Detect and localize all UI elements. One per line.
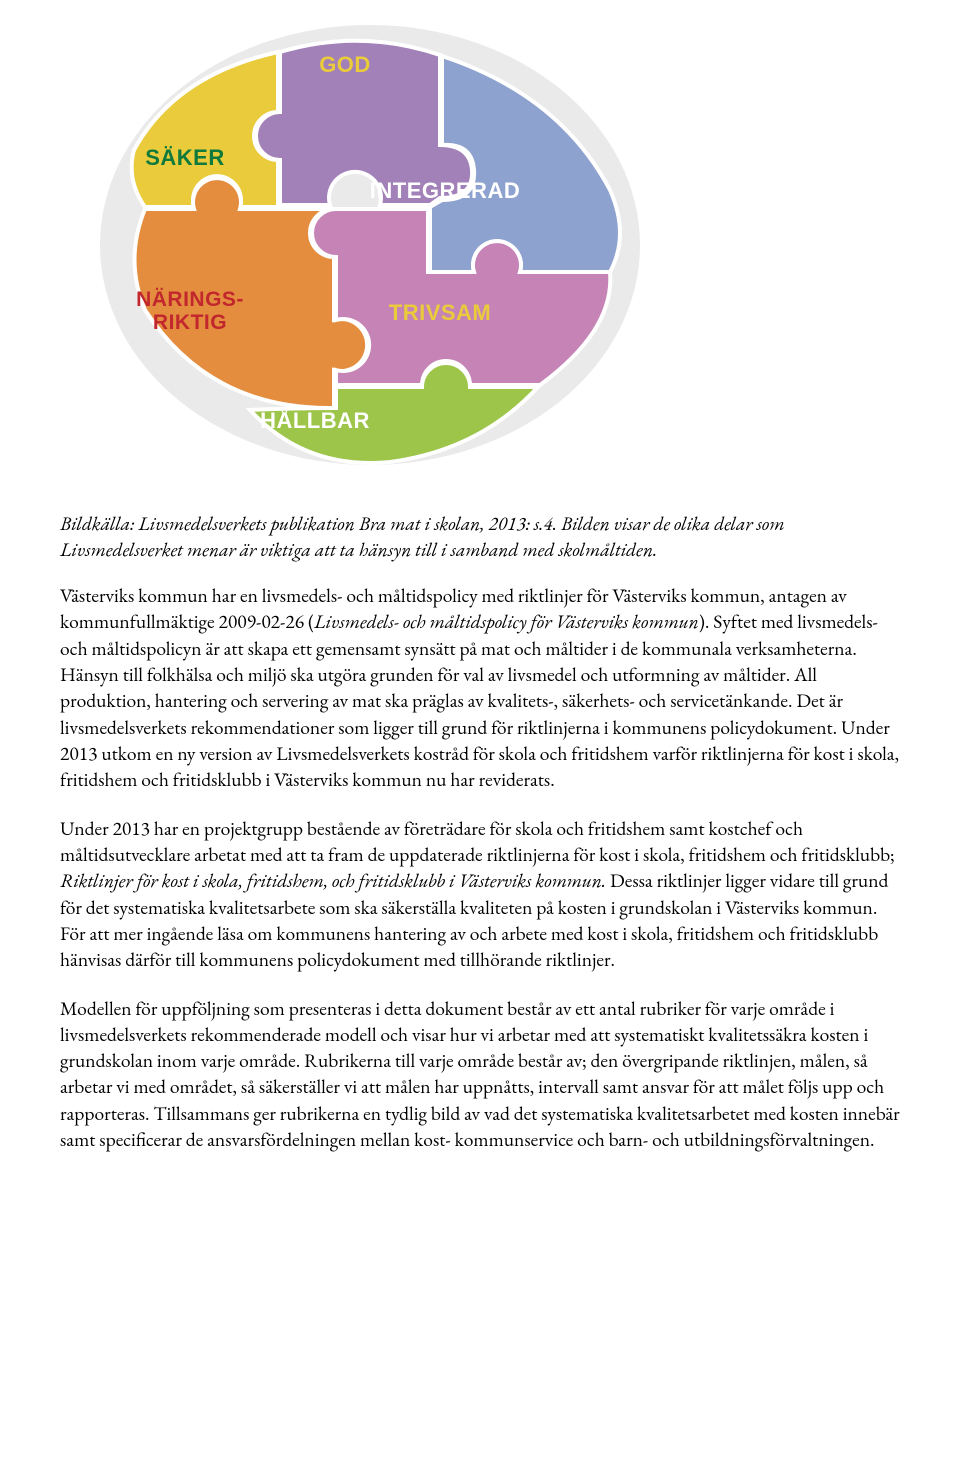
label-hallbar: HÅLLBAR: [260, 407, 370, 433]
paragraph-2: Under 2013 har en projektgrupp bestående…: [60, 815, 900, 973]
para2-text-a: Under 2013 har en projektgrupp bestående…: [60, 815, 895, 867]
label-saker: SÄKER: [145, 145, 225, 170]
page: GOD SÄKER INTEGRERAD NÄRINGS- RIKTIG TRI…: [0, 0, 960, 1204]
puzzle-diagram: GOD SÄKER INTEGRERAD NÄRINGS- RIKTIG TRI…: [90, 10, 650, 480]
paragraph-3: Modellen för uppföljning som presenteras…: [60, 995, 900, 1153]
para1-italic: Livsmedels- och måltidspolicy för Väster…: [314, 608, 699, 634]
label-god: GOD: [319, 52, 371, 77]
label-integrerad: INTEGRERAD: [370, 178, 520, 203]
paragraph-1: Västerviks kommun har en livsmedels- och…: [60, 582, 900, 793]
label-trivsam: TRIVSAM: [389, 300, 492, 325]
puzzle-svg: GOD SÄKER INTEGRERAD NÄRINGS- RIKTIG TRI…: [90, 10, 650, 480]
para2-italic: Riktlinjer för kost i skola, fritidshem,…: [60, 867, 606, 893]
label-naringsriktig-line2: RIKTIG: [153, 311, 227, 334]
image-caption: Bildkälla: Livsmedelsverkets publikation…: [60, 510, 900, 563]
para1-text-b: ). Syftet med livsmedels- och måltidspol…: [60, 608, 899, 792]
label-naringsriktig-line1: NÄRINGS-: [136, 288, 244, 311]
